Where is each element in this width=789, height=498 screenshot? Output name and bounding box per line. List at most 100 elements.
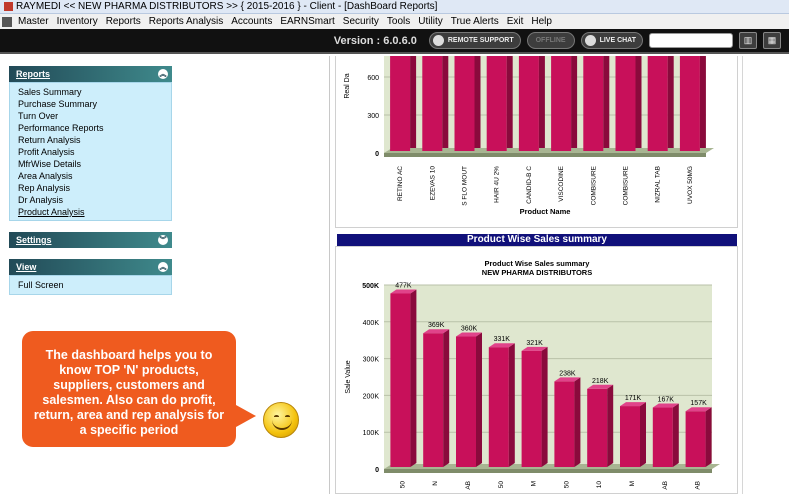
sidebar-item-turn-over[interactable]: Turn Over bbox=[18, 111, 59, 121]
reports-panel-header[interactable]: Reports ︽ bbox=[9, 66, 172, 82]
sidebar-item-product-analysis[interactable]: Product Analysis bbox=[18, 207, 85, 217]
menu-inventory[interactable]: Inventory bbox=[56, 16, 98, 27]
bar-side bbox=[541, 346, 548, 467]
collapse-icon[interactable]: ︽ bbox=[158, 69, 168, 79]
menu-reports[interactable]: Reports bbox=[105, 16, 141, 27]
bar-top bbox=[423, 329, 450, 334]
bar bbox=[456, 336, 476, 467]
bar bbox=[521, 350, 542, 467]
menu-bar: Master Inventory Reports Reports Analysi… bbox=[0, 14, 789, 29]
bar bbox=[679, 56, 700, 151]
sidebar-item-rep-analysis[interactable]: Rep Analysis bbox=[18, 183, 71, 193]
sidebar-item-sales-summary[interactable]: Sales Summary bbox=[18, 87, 82, 97]
data-label: 167K bbox=[658, 397, 675, 404]
bar bbox=[647, 56, 668, 151]
sidebar-item-full-screen[interactable]: Full Screen bbox=[18, 280, 64, 290]
bar-side bbox=[442, 56, 449, 148]
data-label: 331K bbox=[494, 336, 511, 343]
y-tick-label: 600 bbox=[367, 75, 379, 82]
top-product-chart: 0 300 600 Real Da RETINO AC EZEVAS 10 S FLO MO… bbox=[344, 56, 714, 216]
bar-top bbox=[685, 407, 712, 412]
menu-earnsmart[interactable]: EARNSmart bbox=[280, 16, 335, 27]
data-label: 171K bbox=[625, 395, 642, 402]
bar-side bbox=[667, 56, 674, 148]
menu-accounts[interactable]: Accounts bbox=[231, 16, 273, 27]
menu-exit[interactable]: Exit bbox=[506, 16, 524, 27]
bar-side bbox=[538, 56, 545, 148]
menu-help[interactable]: Help bbox=[531, 16, 552, 27]
x-tick-label: AB bbox=[695, 481, 702, 490]
bar bbox=[390, 293, 411, 467]
data-label: 157K bbox=[690, 400, 707, 407]
chart-bottom-panel: Product Wise Sales summary NEW PHARMA DIS… bbox=[335, 246, 738, 494]
settings-panel-title: Settings bbox=[16, 235, 52, 245]
pane-divider bbox=[742, 56, 743, 494]
chart-view-icon[interactable]: ▥ bbox=[739, 32, 757, 49]
bar bbox=[551, 56, 572, 151]
menu-tools[interactable]: Tools bbox=[386, 16, 411, 27]
chart-subtitle: NEW PHARMA DISTRIBUTORS bbox=[482, 268, 592, 277]
callout-text: The dashboard helps you to know TOP 'N' … bbox=[33, 348, 225, 437]
x-tick-label: COMBISURE bbox=[623, 165, 630, 205]
data-label: 218K bbox=[592, 378, 609, 385]
y-tick-label: 0 bbox=[375, 467, 379, 474]
x-tick-label: 50 bbox=[563, 481, 570, 489]
bar-side bbox=[474, 56, 481, 148]
bar-side bbox=[410, 56, 417, 148]
window-titlebar: RAYMEDI << NEW PHARMA DISTRIBUTORS >> { … bbox=[0, 0, 789, 14]
sidebar-item-purchase-summary[interactable]: Purchase Summary bbox=[18, 99, 98, 109]
callout-pointer bbox=[236, 405, 256, 427]
sidebar-item-profit-analysis[interactable]: Profit Analysis bbox=[18, 147, 75, 157]
sidebar-item-area-analysis[interactable]: Area Analysis bbox=[18, 171, 73, 181]
bar-side bbox=[603, 56, 610, 148]
sidebar-item-performance-reports[interactable]: Performance Reports bbox=[18, 123, 104, 133]
bar-side bbox=[672, 403, 679, 467]
system-menu-icon[interactable] bbox=[2, 16, 12, 27]
bar bbox=[422, 56, 443, 151]
menu-master[interactable]: Master bbox=[18, 16, 49, 27]
reports-panel-title: Reports bbox=[16, 69, 51, 79]
live-chat-label: LIVE CHAT bbox=[599, 37, 636, 44]
expand-icon[interactable]: ︾ bbox=[158, 235, 168, 245]
view-panel-body: Full Screen bbox=[9, 275, 172, 295]
bar bbox=[390, 56, 411, 151]
remote-support-label: REMOTE SUPPORT bbox=[447, 37, 514, 44]
collapse-icon[interactable]: ︽ bbox=[158, 262, 168, 272]
menu-utility[interactable]: Utility bbox=[418, 16, 443, 27]
settings-panel-header[interactable]: Settings ︾ bbox=[9, 232, 172, 248]
menu-security[interactable]: Security bbox=[342, 16, 379, 27]
bar-side bbox=[699, 56, 706, 148]
bar-side bbox=[506, 56, 513, 148]
remote-support-button[interactable]: REMOTE SUPPORT bbox=[428, 32, 521, 49]
menu-reports-analysis[interactable]: Reports Analysis bbox=[148, 16, 224, 27]
search-input[interactable] bbox=[649, 33, 733, 48]
offline-label: OFFLINE bbox=[535, 37, 566, 44]
bar-side bbox=[571, 56, 578, 148]
x-axis-label: Product Name bbox=[520, 207, 571, 216]
reports-panel-body: Sales Summary Purchase Summary Turn Over… bbox=[9, 82, 172, 221]
offline-status-button[interactable]: OFFLINE bbox=[526, 32, 575, 49]
live-chat-button[interactable]: LIVE CHAT bbox=[580, 32, 643, 49]
view-panel-header[interactable]: View ︽ bbox=[9, 259, 172, 275]
y-axis-label: Sale Value bbox=[345, 360, 352, 393]
y-tick-label: 400K bbox=[363, 320, 380, 327]
y-tick-label: 300K bbox=[363, 357, 380, 364]
remote-support-icon bbox=[432, 35, 444, 46]
bar-top bbox=[390, 289, 417, 294]
bar-side bbox=[410, 289, 417, 467]
top-toolbar: Version : 6.0.6.0 REMOTE SUPPORT OFFLINE… bbox=[0, 29, 789, 54]
menu-true-alerts[interactable]: True Alerts bbox=[450, 16, 499, 27]
bar bbox=[615, 56, 636, 151]
sidebar-item-dr-analysis[interactable]: Dr Analysis bbox=[18, 195, 64, 205]
x-tick-label: EZEVAS 10 bbox=[429, 166, 436, 201]
grid-view-icon[interactable]: ▦ bbox=[763, 32, 781, 49]
bar-side bbox=[508, 343, 515, 467]
sidebar-item-mfrwise-details[interactable]: MfrWise Details bbox=[18, 159, 82, 169]
x-tick-label: 50 bbox=[399, 481, 406, 489]
bar bbox=[583, 56, 604, 151]
sidebar-item-return-analysis[interactable]: Return Analysis bbox=[18, 135, 81, 145]
bar-top bbox=[587, 384, 614, 389]
bar-top bbox=[521, 346, 548, 351]
bar bbox=[454, 56, 475, 151]
